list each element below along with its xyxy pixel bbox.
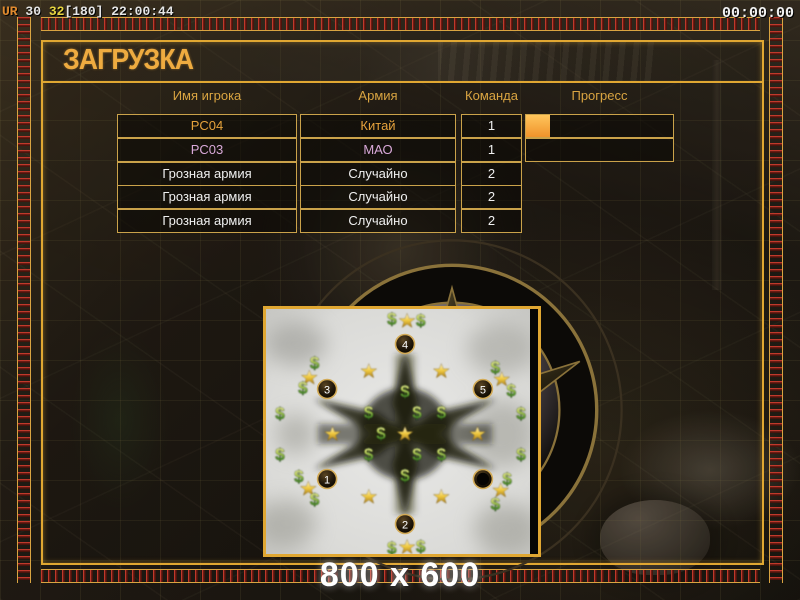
svg-text:4: 4 [402,340,408,352]
svg-text:3: 3 [324,385,330,397]
svg-text:2: 2 [402,520,408,532]
svg-text:1: 1 [324,475,330,487]
svg-text:5: 5 [480,385,486,397]
